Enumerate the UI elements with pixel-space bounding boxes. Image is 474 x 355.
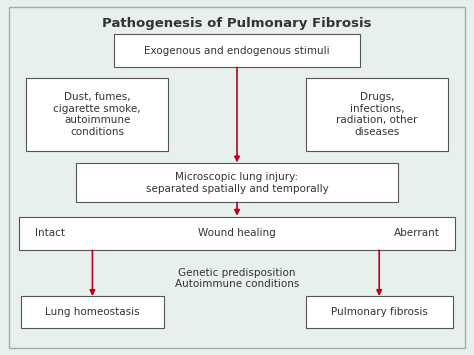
- Bar: [21, 296, 164, 328]
- Text: Intact: Intact: [35, 228, 64, 239]
- Bar: [306, 78, 448, 151]
- Text: Dust, fumes,
cigarette smoke,
autoimmune
conditions: Dust, fumes, cigarette smoke, autoimmune…: [54, 92, 141, 137]
- Text: Lung homeostasis: Lung homeostasis: [45, 307, 140, 317]
- Bar: [76, 163, 398, 202]
- Text: Microscopic lung injury:
separated spatially and temporally: Microscopic lung injury: separated spati…: [146, 172, 328, 193]
- Bar: [26, 78, 168, 151]
- Text: Wound healing: Wound healing: [198, 228, 276, 239]
- Text: Exogenous and endogenous stimuli: Exogenous and endogenous stimuli: [144, 45, 330, 56]
- Text: Drugs,
infections,
radiation, other
diseases: Drugs, infections, radiation, other dise…: [336, 92, 418, 137]
- Text: Aberrant: Aberrant: [393, 228, 439, 239]
- Text: Genetic predisposition
Autoimmune conditions: Genetic predisposition Autoimmune condit…: [175, 268, 299, 289]
- Bar: [114, 34, 360, 67]
- Bar: [19, 217, 455, 250]
- Text: Pulmonary fibrosis: Pulmonary fibrosis: [331, 307, 428, 317]
- Bar: [306, 296, 453, 328]
- Text: Pathogenesis of Pulmonary Fibrosis: Pathogenesis of Pulmonary Fibrosis: [102, 17, 372, 29]
